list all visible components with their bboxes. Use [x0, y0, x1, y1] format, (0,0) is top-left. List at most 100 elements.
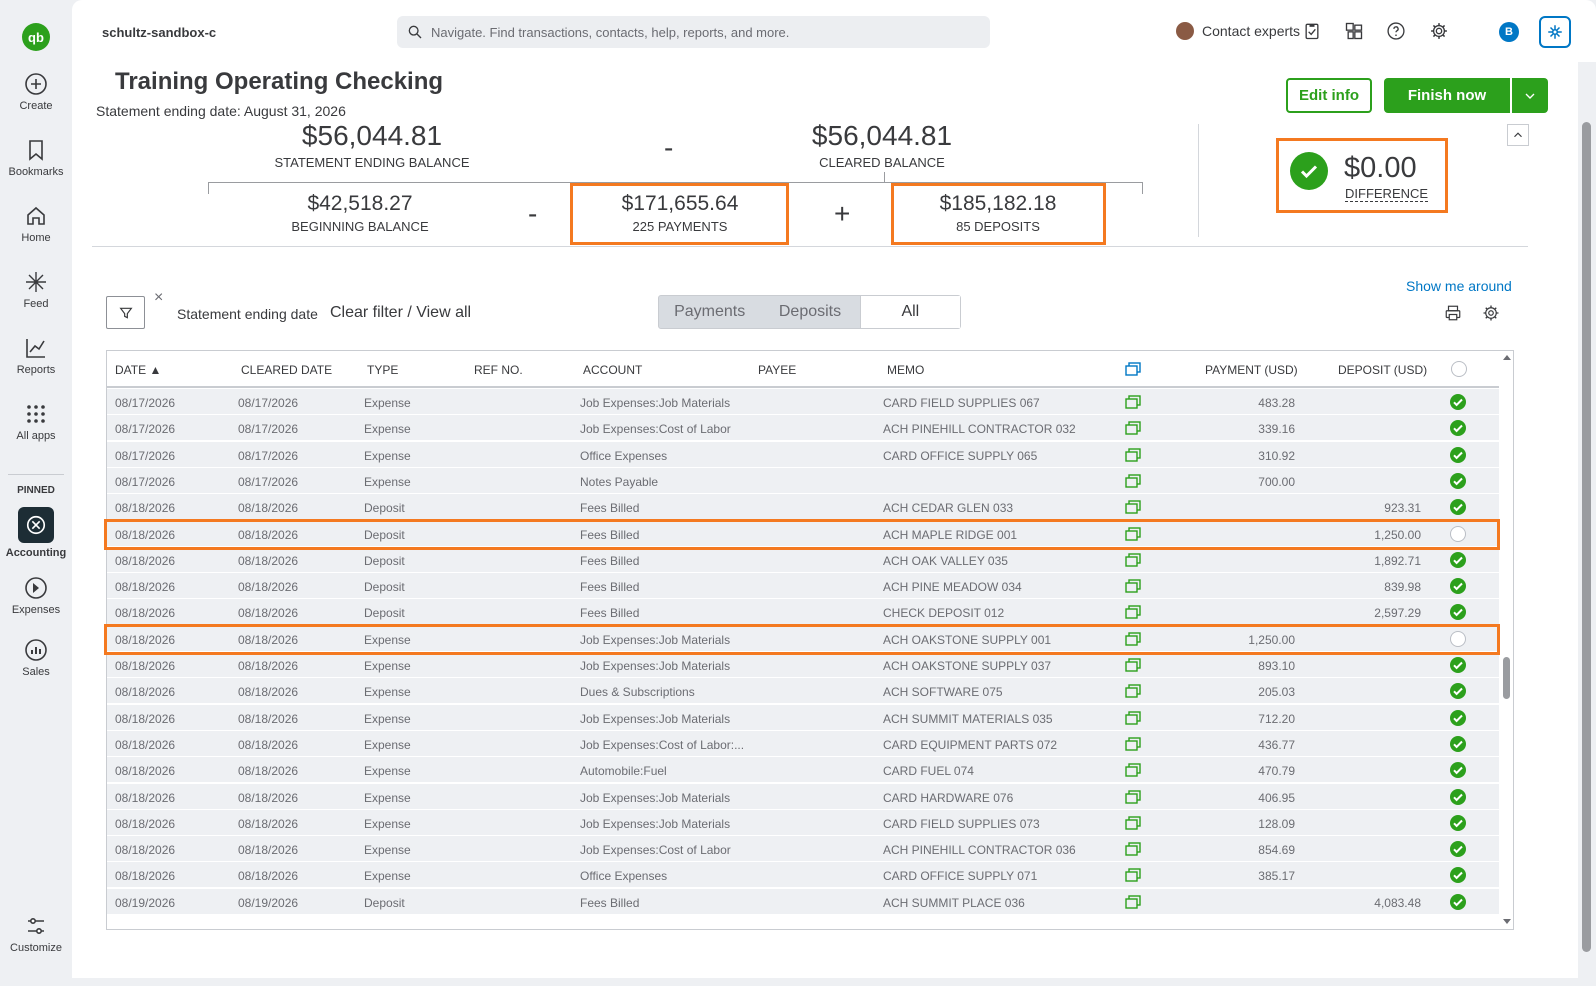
- table-row[interactable]: 08/18/2026 08/18/2026 Expense Dues & Subscr…: [107, 678, 1499, 705]
- cleared-check-icon[interactable]: [1450, 788, 1466, 805]
- clear-filter-link[interactable]: Clear filter / View all: [330, 304, 472, 321]
- nav-sales[interactable]: Sales: [0, 638, 72, 678]
- table-scrollbar-thumb[interactable]: [1503, 657, 1510, 699]
- cleared-check-icon[interactable]: [1450, 446, 1466, 463]
- nav-reports[interactable]: Reports: [0, 336, 72, 376]
- user-avatar[interactable]: B: [1499, 22, 1519, 42]
- col-type[interactable]: TYPE: [367, 363, 399, 377]
- table-row[interactable]: 08/18/2026 08/18/2026 Expense Job Expenses:…: [107, 730, 1499, 757]
- search-bar[interactable]: Navigate. Find transactions, contacts, h…: [397, 16, 990, 48]
- col-cleared-date[interactable]: CLEARED DATE: [241, 363, 333, 377]
- col-payment[interactable]: PAYMENT (USD): [1205, 363, 1298, 377]
- table-row[interactable]: 08/18/2026 08/18/2026 Expense Job Expenses:…: [107, 704, 1499, 731]
- edit-info-button[interactable]: Edit info: [1286, 78, 1372, 113]
- col-deposit[interactable]: DEPOSIT (USD): [1338, 363, 1428, 377]
- clear-filter-x-icon[interactable]: ×: [154, 289, 164, 306]
- select-all-checkbox[interactable]: [1451, 361, 1467, 377]
- cleared-check-icon[interactable]: [1450, 394, 1466, 410]
- table-row[interactable]: 08/18/2026 08/18/2026 Expense Job Expenses:…: [107, 783, 1499, 810]
- copy-icon[interactable]: [1125, 447, 1141, 462]
- cleared-check-icon[interactable]: [1450, 735, 1466, 752]
- copy-icon[interactable]: [1125, 710, 1141, 725]
- segment-all[interactable]: All: [859, 296, 961, 328]
- cleared-check-icon[interactable]: [1450, 578, 1466, 595]
- print-icon[interactable]: [1444, 304, 1462, 322]
- clipboard-icon[interactable]: [1301, 20, 1323, 42]
- cleared-check-icon[interactable]: [1450, 604, 1466, 621]
- cleared-check-icon[interactable]: [1450, 472, 1466, 489]
- table-row[interactable]: 08/18/2026 08/18/2026 Deposit Fees Billed AC…: [107, 546, 1499, 573]
- finish-dropdown-button[interactable]: [1512, 78, 1548, 113]
- table-row[interactable]: 08/18/2026 08/18/2026 Expense Job Expenses:…: [107, 836, 1499, 863]
- scroll-up-arrow-icon[interactable]: [1502, 353, 1512, 361]
- collapse-summary-button[interactable]: [1507, 124, 1529, 146]
- cleared-check-icon[interactable]: [1450, 420, 1466, 437]
- scroll-down-arrow-icon[interactable]: [1502, 918, 1512, 926]
- table-row[interactable]: 08/17/2026 08/17/2026 Expense Job Expenses:…: [107, 415, 1499, 442]
- cleared-check-icon[interactable]: [1450, 657, 1466, 673]
- cleared-check-icon[interactable]: [1450, 499, 1466, 516]
- nav-expenses[interactable]: Expenses: [0, 576, 72, 616]
- col-date[interactable]: DATE ▲: [115, 363, 162, 377]
- table-row[interactable]: 08/18/2026 08/18/2026 Deposit Fees Billed AC…: [107, 573, 1499, 600]
- qb-logo[interactable]: qb: [22, 23, 50, 51]
- table-row[interactable]: 08/19/2026 08/19/2026 Deposit Fees Billed AC…: [107, 888, 1499, 915]
- settings-gear-icon[interactable]: [1428, 20, 1450, 42]
- table-row[interactable]: 08/17/2026 08/17/2026 Expense Office Expens…: [107, 441, 1499, 468]
- segment-payments[interactable]: Payments: [674, 303, 746, 320]
- copy-icon[interactable]: [1125, 500, 1141, 514]
- table-row[interactable]: 08/18/2026 08/18/2026 Expense Job Expenses:…: [107, 625, 1499, 652]
- page-scrollbar-thumb[interactable]: [1582, 122, 1591, 952]
- col-memo[interactable]: MEMO: [887, 363, 925, 377]
- table-row[interactable]: 08/17/2026 08/17/2026 Expense Job Expenses:…: [107, 389, 1499, 415]
- cleared-check-icon[interactable]: [1450, 893, 1466, 910]
- nav-create[interactable]: Create: [0, 72, 72, 112]
- payments-count[interactable]: 225 PAYMENTS: [632, 219, 728, 234]
- difference-label[interactable]: DIFFERENCE: [1345, 186, 1429, 202]
- table-row[interactable]: 08/17/2026 08/17/2026 Expense Notes Payable…: [107, 467, 1499, 494]
- copy-icon[interactable]: [1125, 658, 1141, 672]
- page-scrollbar[interactable]: [1578, 62, 1596, 978]
- cleared-check-icon[interactable]: [1450, 683, 1466, 700]
- copy-icon[interactable]: [1125, 553, 1141, 567]
- cleared-check-icon[interactable]: [1450, 709, 1466, 726]
- table-settings-gear-icon[interactable]: [1482, 304, 1500, 322]
- copy-icon[interactable]: [1125, 579, 1141, 593]
- show-me-around-link[interactable]: Show me around: [1406, 278, 1512, 294]
- nav-bookmarks[interactable]: Bookmarks: [0, 138, 72, 178]
- nav-home[interactable]: Home: [0, 204, 72, 244]
- table-row[interactable]: 08/18/2026 08/18/2026 Deposit Fees Billed CH…: [107, 599, 1499, 626]
- nav-customize[interactable]: Customize: [0, 914, 72, 954]
- deposits-count[interactable]: 85 DEPOSITS: [956, 219, 1040, 234]
- copy-icon[interactable]: [1125, 737, 1141, 751]
- copy-icon[interactable]: [1125, 894, 1141, 909]
- copy-icon[interactable]: [1125, 526, 1141, 541]
- filter-button[interactable]: [106, 296, 145, 329]
- copy-icon[interactable]: [1125, 421, 1141, 435]
- cleared-check-icon[interactable]: [1450, 867, 1466, 884]
- deposits-total[interactable]: $185,182.18: [939, 192, 1057, 215]
- copy-icon[interactable]: [1125, 816, 1141, 830]
- uncleared-checkbox[interactable]: [1450, 525, 1466, 542]
- copy-icon[interactable]: [1125, 789, 1141, 804]
- copy-icon[interactable]: [1125, 605, 1141, 620]
- nav-feed[interactable]: Feed: [0, 270, 72, 310]
- payments-total[interactable]: $171,655.64: [621, 192, 739, 215]
- copy-icon[interactable]: [1125, 395, 1141, 409]
- cleared-check-icon[interactable]: [1450, 762, 1466, 779]
- segment-deposits[interactable]: Deposits: [778, 303, 842, 320]
- finish-now-button[interactable]: Finish now: [1384, 78, 1510, 113]
- cleared-check-icon[interactable]: [1450, 841, 1466, 858]
- contact-experts-button[interactable]: Contact experts: [1176, 22, 1300, 40]
- table-row[interactable]: 08/18/2026 08/18/2026 Expense Job Expenses:…: [107, 809, 1499, 836]
- table-row[interactable]: 08/18/2026 08/18/2026 Expense Office Expens…: [107, 862, 1499, 889]
- copy-icon[interactable]: [1125, 631, 1141, 646]
- copy-icon[interactable]: [1125, 842, 1141, 856]
- col-ref-no[interactable]: REF NO.: [474, 363, 523, 377]
- nav-all-apps[interactable]: All apps: [0, 402, 72, 442]
- uncleared-checkbox[interactable]: [1450, 630, 1466, 647]
- col-payee[interactable]: PAYEE: [758, 363, 797, 377]
- copy-icon[interactable]: [1125, 474, 1141, 488]
- apps-switch-icon[interactable]: [1343, 20, 1365, 42]
- table-row[interactable]: 08/18/2026 08/18/2026 Deposit Fees Billed AC…: [107, 494, 1499, 521]
